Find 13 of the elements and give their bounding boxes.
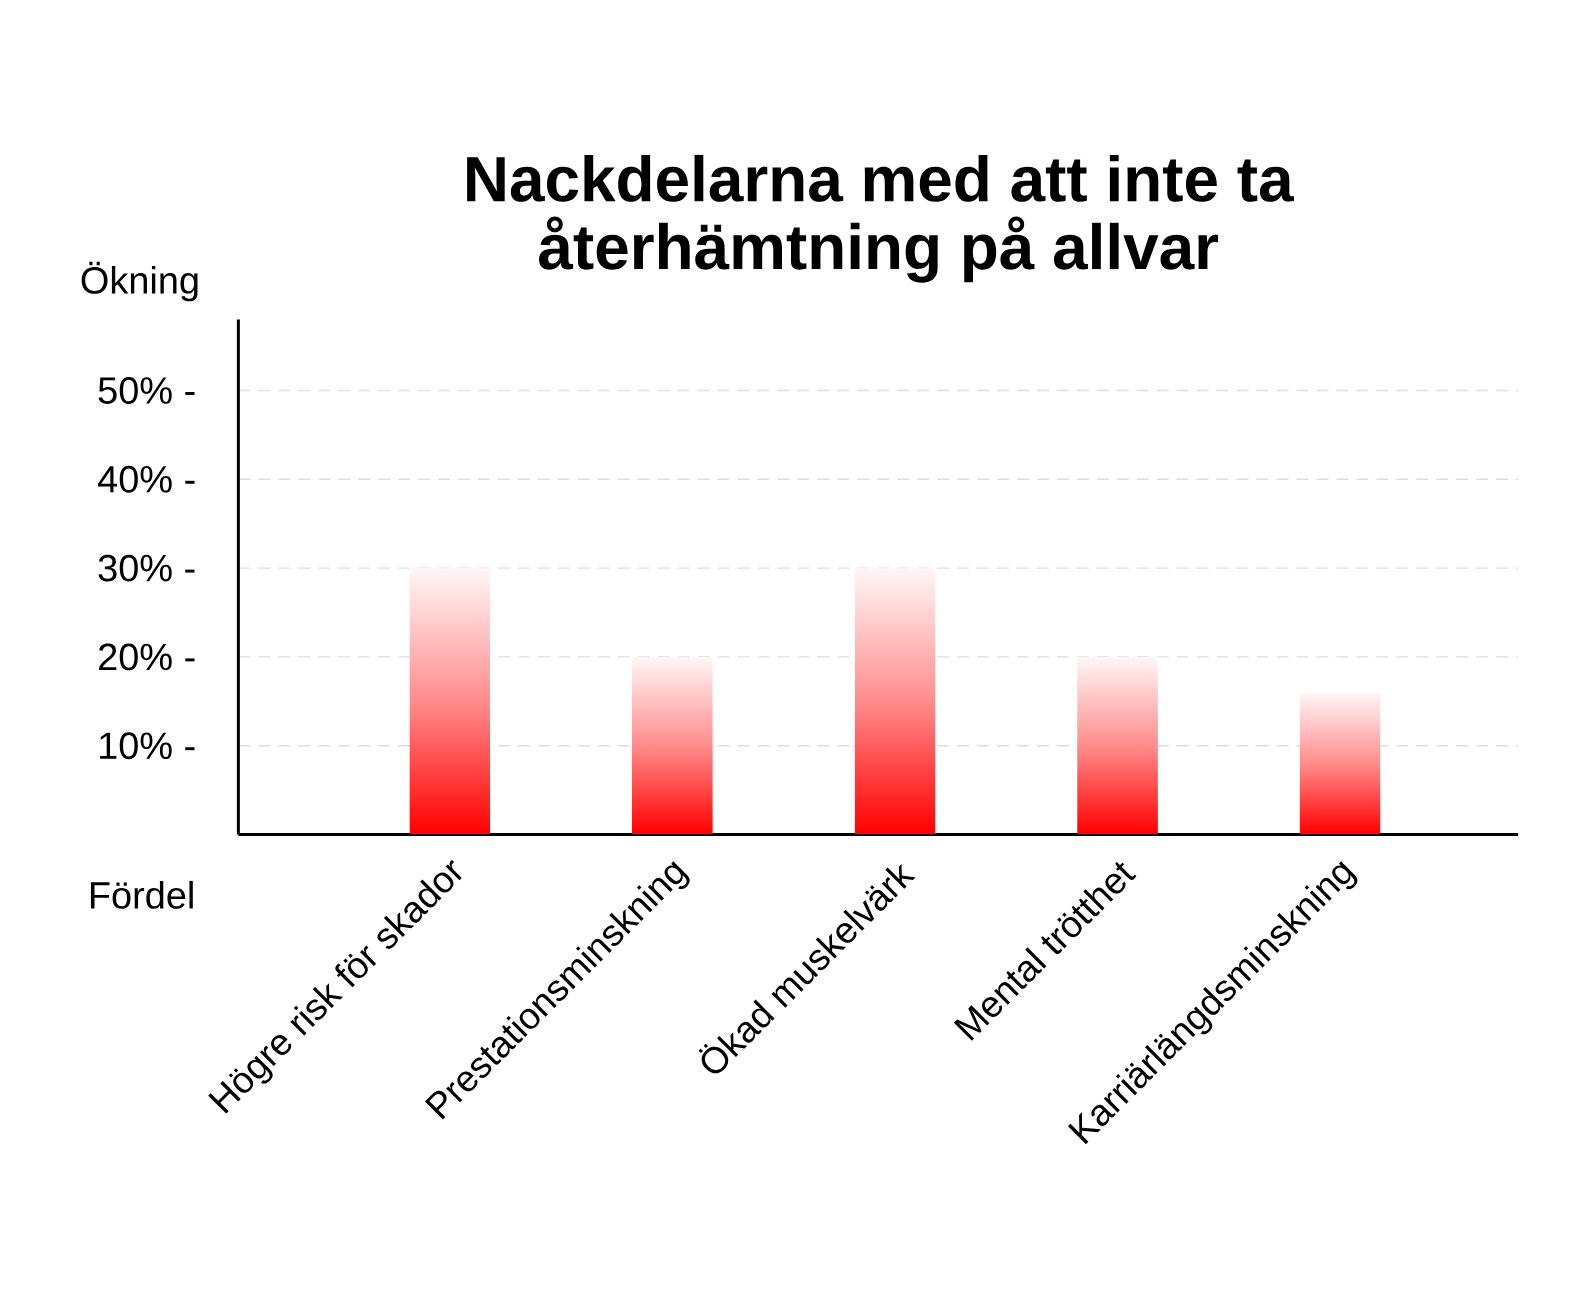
bar xyxy=(631,657,713,835)
bar xyxy=(1299,692,1381,835)
y-tick-label: 20% - xyxy=(99,643,195,671)
y-tick-label: 10% - xyxy=(100,732,195,760)
y-tick-label: 30% - xyxy=(98,554,195,582)
y-axis-title: Ökning xyxy=(81,261,198,302)
x-axis-title: Fördel xyxy=(90,881,193,909)
y-tick-label: 40% - xyxy=(98,466,195,493)
bar xyxy=(1077,657,1158,835)
bar xyxy=(409,568,491,835)
bar xyxy=(854,568,936,835)
y-tick-label: 50% - xyxy=(98,377,195,405)
chart-title: Nackdelarna med att inte ta återhämtning på allvar xyxy=(467,155,1294,283)
